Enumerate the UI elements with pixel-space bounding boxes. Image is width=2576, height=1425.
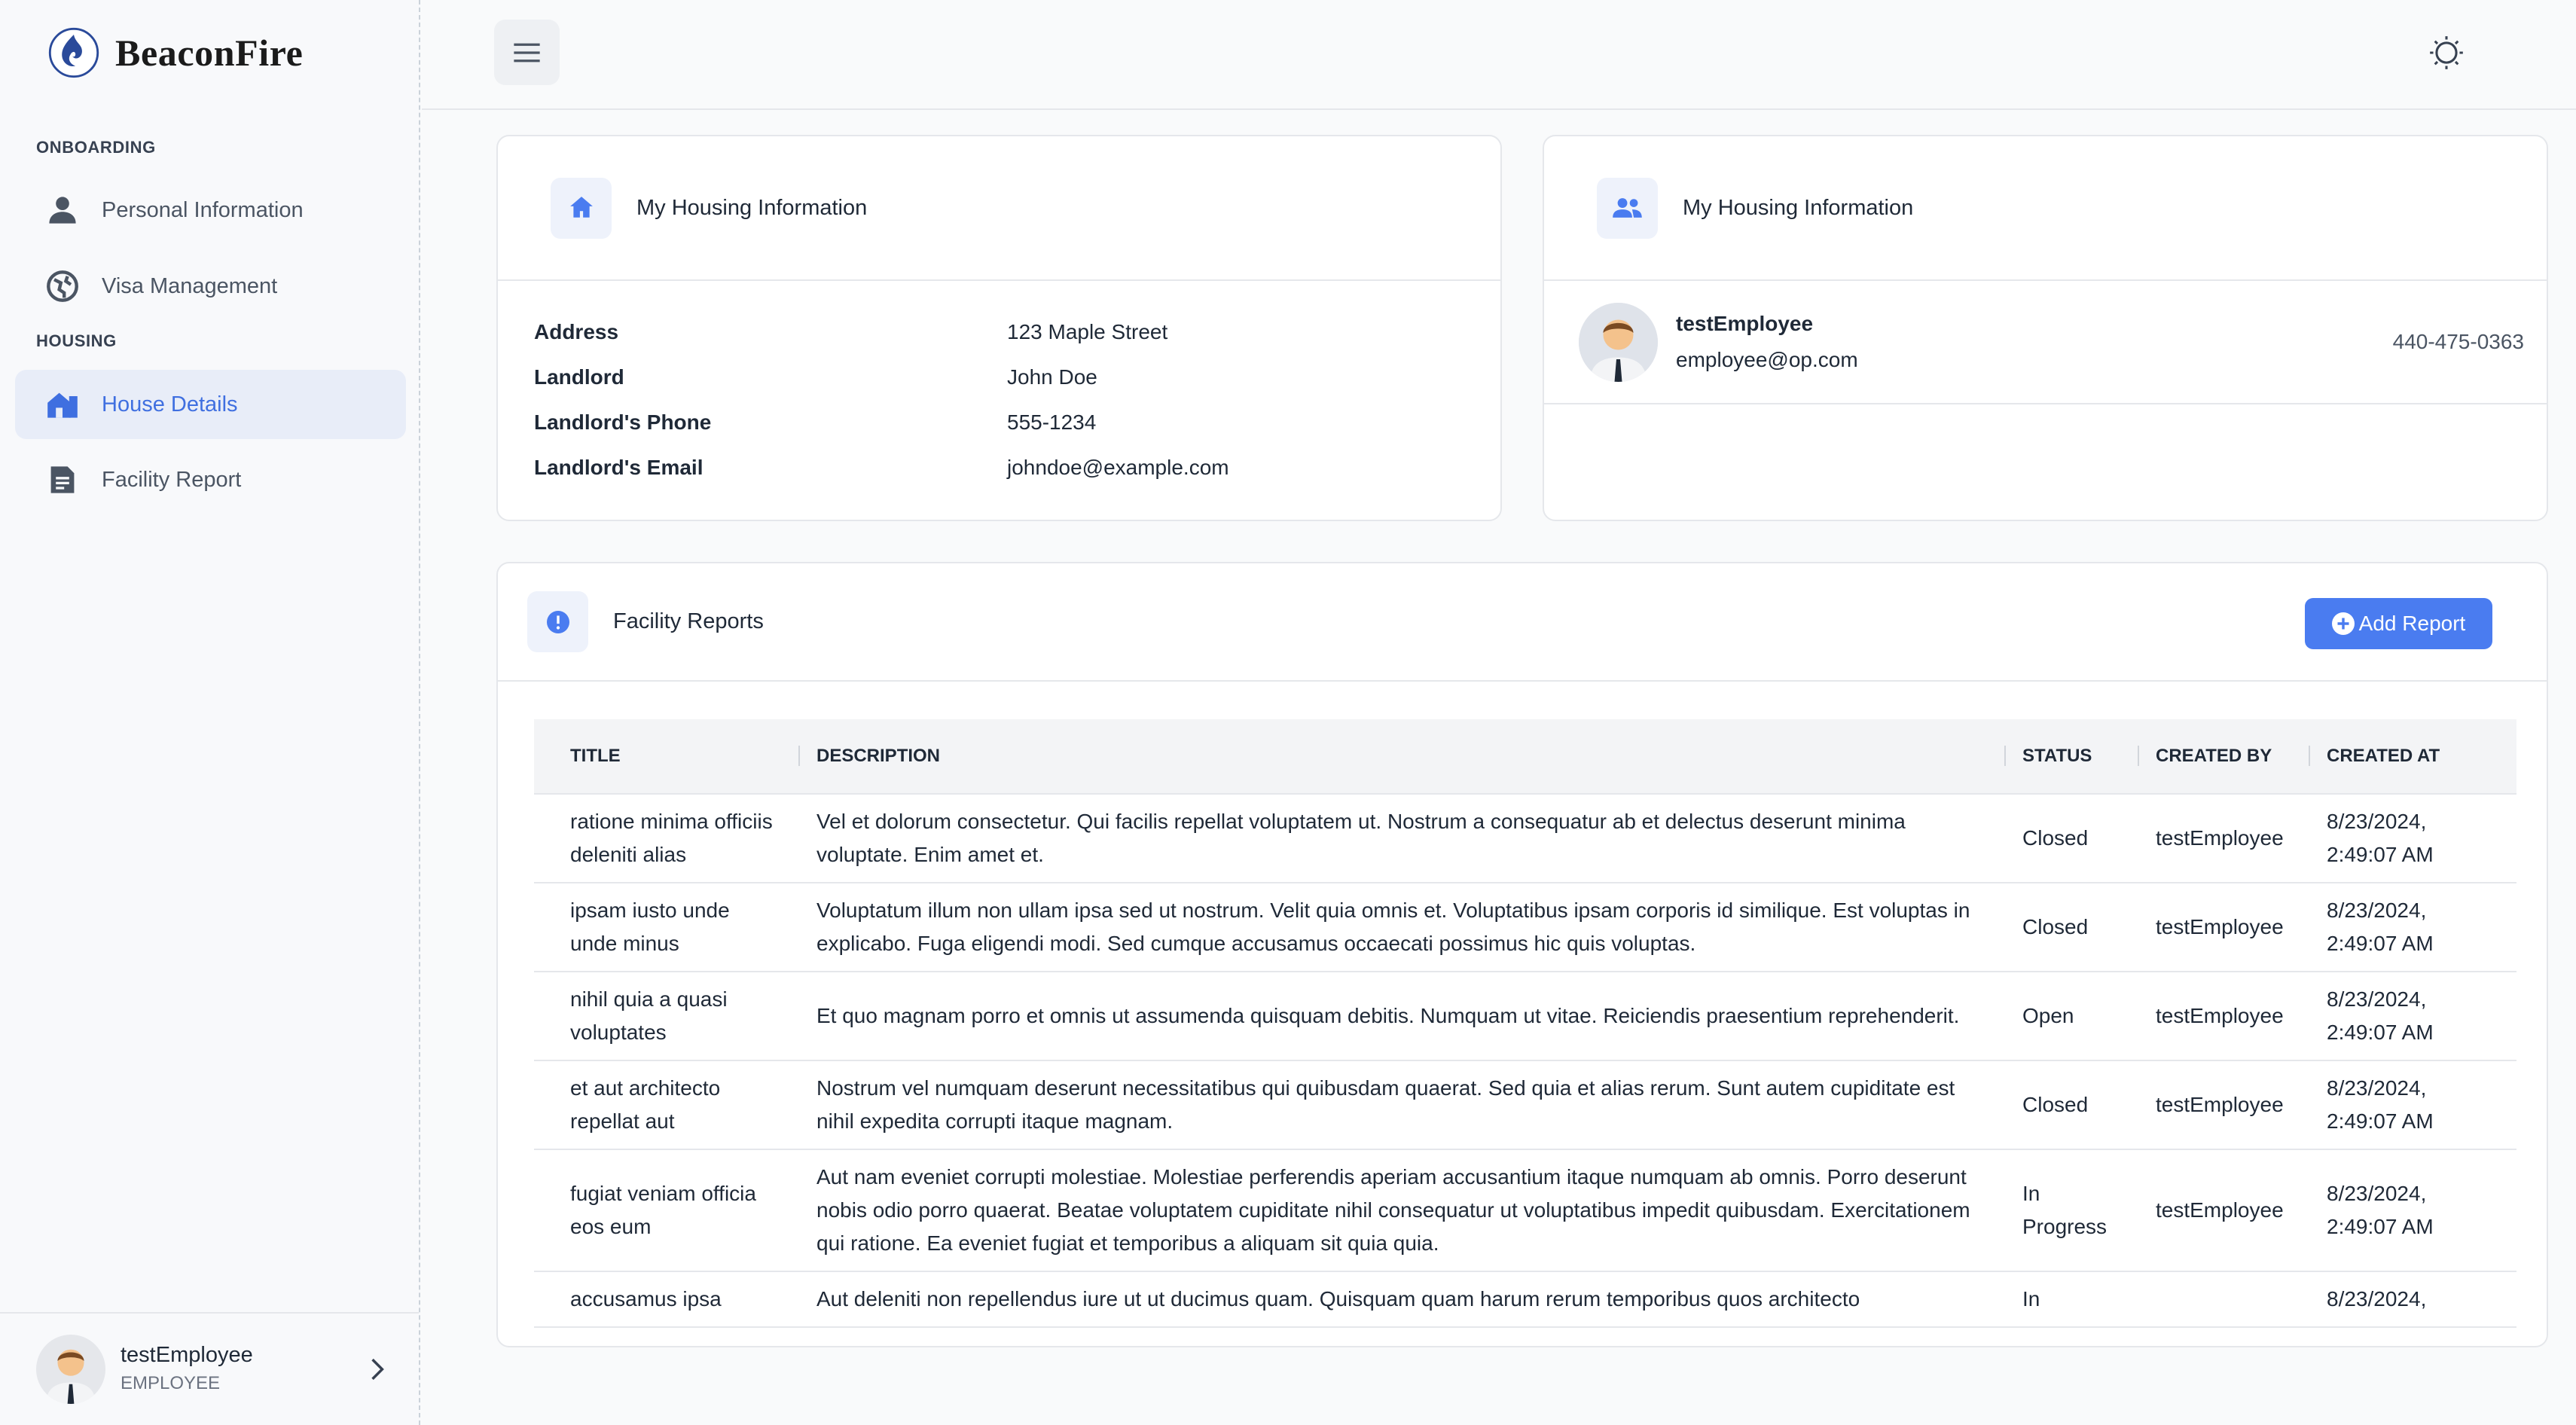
plus-circle-icon — [2331, 612, 2355, 635]
topbar — [422, 0, 2576, 110]
cell-created-by: testEmployee — [2136, 1060, 2307, 1150]
roommate-phone: 440-475-0363 — [2392, 330, 2524, 353]
roommate-email: employee@op.com — [1676, 348, 1858, 371]
hamburger-icon — [514, 43, 540, 62]
col-title[interactable]: TITLE — [534, 719, 797, 795]
cell-created-at: 8/23/2024, 2:49:07 AM — [2307, 1149, 2516, 1272]
cell-title: et aut architecto repellat aut — [534, 1060, 797, 1150]
sidebar-item-personal-information[interactable]: Personal Information — [15, 175, 406, 245]
cell-created-at: 8/23/2024, 2:49:07 AM — [2307, 972, 2516, 1061]
cell-status: In Progress — [2003, 1149, 2136, 1272]
brand-name: BeaconFire — [115, 32, 304, 74]
add-report-button[interactable]: Add Report — [2305, 598, 2492, 649]
roommates-card: My Housing Information testEmployee emplo… — [1543, 135, 2548, 521]
alert-icon — [527, 591, 588, 652]
home-icon — [551, 177, 612, 239]
sidebar-item-label: Visa Management — [102, 273, 278, 298]
cell-title: accusamus ipsa — [534, 1271, 797, 1328]
flame-logo-icon — [48, 27, 99, 78]
table-header: TITLE DESCRIPTION STATUS CREATED BY CREA… — [534, 719, 2516, 795]
section-housing: HOUSING — [36, 331, 117, 350]
people-icon — [1597, 177, 1658, 239]
field-address: Address 123 Maple Street — [534, 320, 1168, 343]
card-title: Facility Reports — [613, 609, 764, 633]
cell-status: Closed — [2003, 1060, 2136, 1150]
col-created-at[interactable]: CREATED AT — [2307, 719, 2516, 795]
cell-created-by — [2136, 1271, 2307, 1328]
cell-status: Open — [2003, 972, 2136, 1061]
avatar — [1579, 302, 1658, 382]
field-landlord-phone: Landlord's Phone 555-1234 — [534, 410, 1097, 434]
table-row[interactable]: et aut architecto repellat aut Nostrum ve… — [534, 1060, 2516, 1150]
cell-created-at: 8/23/2024, — [2307, 1271, 2516, 1328]
cell-created-by: testEmployee — [2136, 972, 2307, 1061]
sidebar-item-visa-management[interactable]: Visa Management — [15, 252, 406, 321]
menu-button[interactable] — [494, 20, 560, 85]
table-row[interactable]: accusamus ipsa Aut deleniti non repellend… — [534, 1271, 2516, 1328]
cell-created-by: testEmployee — [2136, 1149, 2307, 1272]
cell-description: Aut deleniti non repellendus iure ut ut … — [797, 1271, 2003, 1328]
cell-status: Closed — [2003, 883, 2136, 972]
roommate-row: testEmployee employee@op.com 440-475-0363 — [1544, 281, 2547, 404]
cell-created-at: 8/23/2024, 2:49:07 AM — [2307, 1060, 2516, 1150]
cell-created-by: testEmployee — [2136, 794, 2307, 883]
sidebar-item-label: House Details — [102, 392, 238, 417]
cell-title: nihil quia a quasi voluptates — [534, 972, 797, 1061]
cell-status: In — [2003, 1271, 2136, 1328]
cell-description: Voluptatum illum non ullam ipsa sed ut n… — [797, 883, 2003, 972]
field-landlord-email: Landlord's Email johndoe@example.com — [534, 456, 1229, 479]
cell-description: Vel et dolorum consectetur. Qui facilis … — [797, 794, 2003, 883]
card-title: My Housing Information — [1683, 195, 1914, 220]
sidebar-item-house-details[interactable]: House Details — [15, 370, 406, 439]
card-title: My Housing Information — [636, 195, 868, 220]
cell-description: Et quo magnam porro et omnis ut assumend… — [797, 972, 2003, 1061]
cell-title: ratione minima officiis deleniti alias — [534, 794, 797, 883]
person-icon — [49, 197, 76, 224]
table-row[interactable]: ipsam iusto unde unde minus Voluptatum il… — [534, 883, 2516, 972]
table-row[interactable]: ratione minima officiis deleniti alias Ve… — [534, 794, 2516, 883]
cell-created-by: testEmployee — [2136, 883, 2307, 972]
sun-icon — [2430, 36, 2463, 69]
reports-table: TITLE DESCRIPTION STATUS CREATED BY CREA… — [534, 719, 2516, 1328]
cell-title: ipsam iusto unde unde minus — [534, 883, 797, 972]
facility-reports-card: Facility Reports Add Report TITLE DESCRI… — [496, 562, 2548, 1347]
table-row[interactable]: fugiat veniam officia eos eum Aut nam eve… — [534, 1149, 2516, 1272]
logo[interactable]: BeaconFire — [47, 26, 303, 79]
avatar — [36, 1335, 105, 1404]
user-role: EMPLOYEE — [121, 1373, 221, 1393]
theme-toggle-button[interactable] — [2428, 35, 2465, 76]
cell-description: Aut nam eveniet corrupti molestiae. Mole… — [797, 1149, 2003, 1272]
cell-status: Closed — [2003, 794, 2136, 883]
table-row[interactable]: nihil quia a quasi voluptates Et quo magn… — [534, 972, 2516, 1061]
user-name: testEmployee — [121, 1343, 253, 1367]
cell-description: Nostrum vel numquam deserunt necessitati… — [797, 1060, 2003, 1150]
field-landlord: Landlord John Doe — [534, 365, 1097, 389]
col-status[interactable]: STATUS — [2003, 719, 2136, 795]
col-created-by[interactable]: CREATED BY — [2136, 719, 2307, 795]
sidebar-item-label: Personal Information — [102, 197, 304, 222]
housing-info-card: My Housing Information Address 123 Maple … — [496, 135, 1502, 521]
section-onboarding: ONBOARDING — [36, 138, 156, 157]
col-description[interactable]: DESCRIPTION — [797, 719, 2003, 795]
report-icon — [50, 466, 75, 493]
cell-created-at: 8/23/2024, 2:49:07 AM — [2307, 794, 2516, 883]
cell-title: fugiat veniam officia eos eum — [534, 1149, 797, 1272]
globe-icon — [47, 270, 78, 302]
chevron-right-icon — [371, 1358, 384, 1381]
user-menu[interactable]: testEmployee EMPLOYEE — [0, 1312, 419, 1425]
house-icon — [47, 392, 78, 418]
cell-created-at: 8/23/2024, 2:49:07 AM — [2307, 883, 2516, 972]
sidebar-item-label: Facility Report — [102, 467, 242, 492]
sidebar: BeaconFire ONBOARDING Personal Informati… — [0, 0, 420, 1425]
roommate-name: testEmployee — [1676, 312, 1814, 335]
sidebar-item-facility-report[interactable]: Facility Report — [15, 445, 406, 514]
